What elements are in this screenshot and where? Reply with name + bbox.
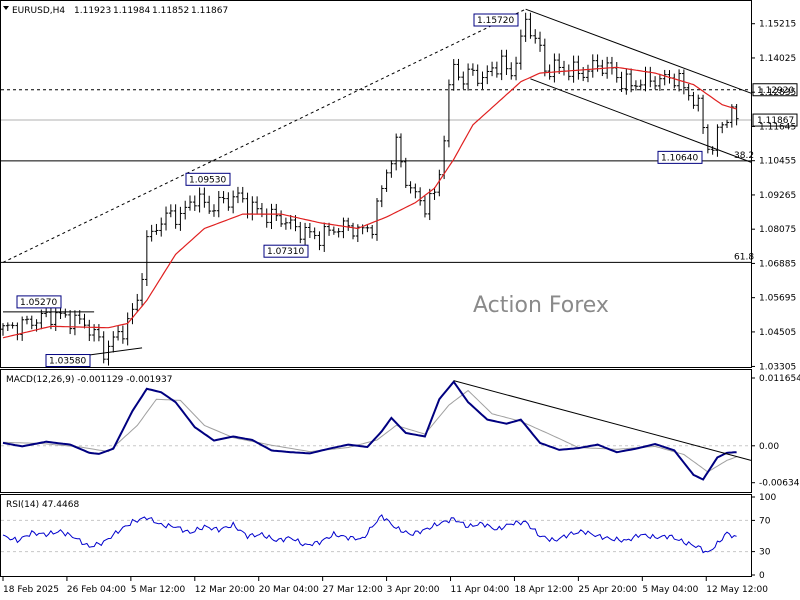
price-tick-label: 1.12835: [759, 88, 796, 98]
price-level-box: [752, 113, 798, 127]
price-annotation-box: [263, 244, 309, 258]
x-tick-label: 26 Feb 04:00: [67, 585, 126, 595]
rsi-title: RSI(14) 47.4468: [6, 500, 79, 510]
x-tick-label: 12 Mar 20:00: [195, 585, 255, 595]
x-tick-label: 25 Apr 20:00: [578, 585, 637, 595]
trendline: [530, 78, 752, 163]
collapse-triangle-icon[interactable]: [3, 6, 9, 10]
sma-line: [2, 66, 737, 339]
price-annotation-label: 1.05270: [20, 298, 57, 308]
x-tick-label: 3 Apr 20:00: [387, 585, 440, 595]
price-tick-label: 1.03305: [759, 362, 796, 372]
price-panel: [0, 0, 752, 368]
rsi-tick-label: 0: [759, 571, 765, 581]
price-tick-label: 1.10455: [759, 157, 796, 167]
price-tick-label: 1.15215: [759, 20, 796, 30]
price-annotation-label: 1.07310: [267, 247, 304, 257]
price-level-box: [752, 83, 798, 97]
macd-trendline: [453, 380, 752, 461]
rsi-tick-label: 100: [759, 493, 776, 503]
x-tick-label: 18 Apr 12:00: [514, 585, 573, 595]
rsi-tick-label: 30: [759, 548, 771, 558]
header-low: 1.11852: [152, 6, 189, 16]
x-tick-label: 5 Mar 12:00: [131, 585, 186, 595]
trendline: [525, 8, 752, 94]
price-annotation-box: [185, 172, 231, 186]
price-annotation-label: 1.09530: [189, 175, 226, 185]
price-tick-label: 1.06885: [759, 259, 796, 269]
price-annotations: 1.15720 1.09530 1.07310 1.10640 1.05270 1.035…: [16, 13, 703, 368]
price-annotation-box: [16, 295, 62, 309]
price-annotation-box: [45, 354, 91, 368]
macd-layer: 0.011654 0.00 -0.006345: [1, 374, 800, 489]
x-tick-label: 27 Mar 12:00: [323, 585, 383, 595]
header-close: 1.11867: [191, 6, 228, 16]
header-high: 1.11984: [113, 6, 150, 16]
price-tick-label: 1.08075: [759, 225, 796, 235]
macd-panel: [0, 369, 752, 493]
trendline: [2, 8, 526, 263]
x-tick-label: 11 Apr 04:00: [451, 585, 510, 595]
price-annotation-label: 1.03580: [49, 357, 86, 367]
price-axis: 1.15215 1.14025 1.12835 1.11645 1.10455 1.092…: [751, 20, 796, 372]
rsi-tick-label: 70: [759, 516, 771, 526]
price-sma: [2, 66, 737, 339]
price-tick-label: 1.14025: [759, 54, 796, 64]
price-tick-label: 1.04505: [759, 328, 796, 338]
macd-tick-label: 0.011654: [759, 374, 800, 384]
x-tick-label: 18 Feb 2025: [3, 585, 59, 595]
macd-tick-label: -0.006345: [759, 479, 800, 489]
rsi-panel: [0, 494, 752, 577]
price-annotation-label: 1.15720: [477, 16, 514, 26]
price-level-label: 1.12920: [757, 86, 794, 96]
x-tick-label: 20 Mar 04:00: [259, 585, 319, 595]
price-annotation-box: [657, 150, 703, 164]
x-tick-label: 12 May 12:00: [706, 585, 768, 595]
price-tick-label: 1.09265: [759, 191, 796, 201]
x-axis: 18 Feb 2025 26 Feb 04:00 5 Mar 12:00 12 Mar…: [2, 577, 768, 595]
fib-label: 38.2: [734, 151, 754, 161]
rsi-line: [2, 514, 737, 554]
price-annotation-label: 1.10640: [661, 153, 698, 163]
header-symbol: EURUSD,H4: [12, 6, 65, 16]
chart-header: EURUSD,H4 1.11923 1.11984 1.11852 1.1186…: [3, 6, 228, 16]
header-open: 1.11923: [74, 6, 111, 16]
macd-signal-line: [2, 389, 737, 473]
macd-tick-label: 0.00: [759, 442, 779, 452]
x-tick-label: 5 May 04:00: [642, 585, 698, 595]
price-trendlines: [2, 8, 752, 357]
watermark: Action Forex: [473, 293, 609, 318]
rsi-layer: 100 70 30 0: [1, 493, 776, 581]
fib-label: 61.8: [734, 252, 754, 262]
price-candles: [1, 12, 739, 366]
macd-title: MACD(12,26,9) -0.001129 -0.001937: [6, 375, 172, 385]
price-tick-label: 1.11645: [759, 122, 796, 132]
price-hlines: 1.12920 1.11867 38.2 61.8: [1, 83, 798, 263]
price-annotation-box: [473, 13, 519, 27]
macd-line: [2, 380, 737, 481]
price-tick-label: 1.05695: [759, 294, 796, 304]
price-level-label: 1.11867: [757, 116, 794, 126]
